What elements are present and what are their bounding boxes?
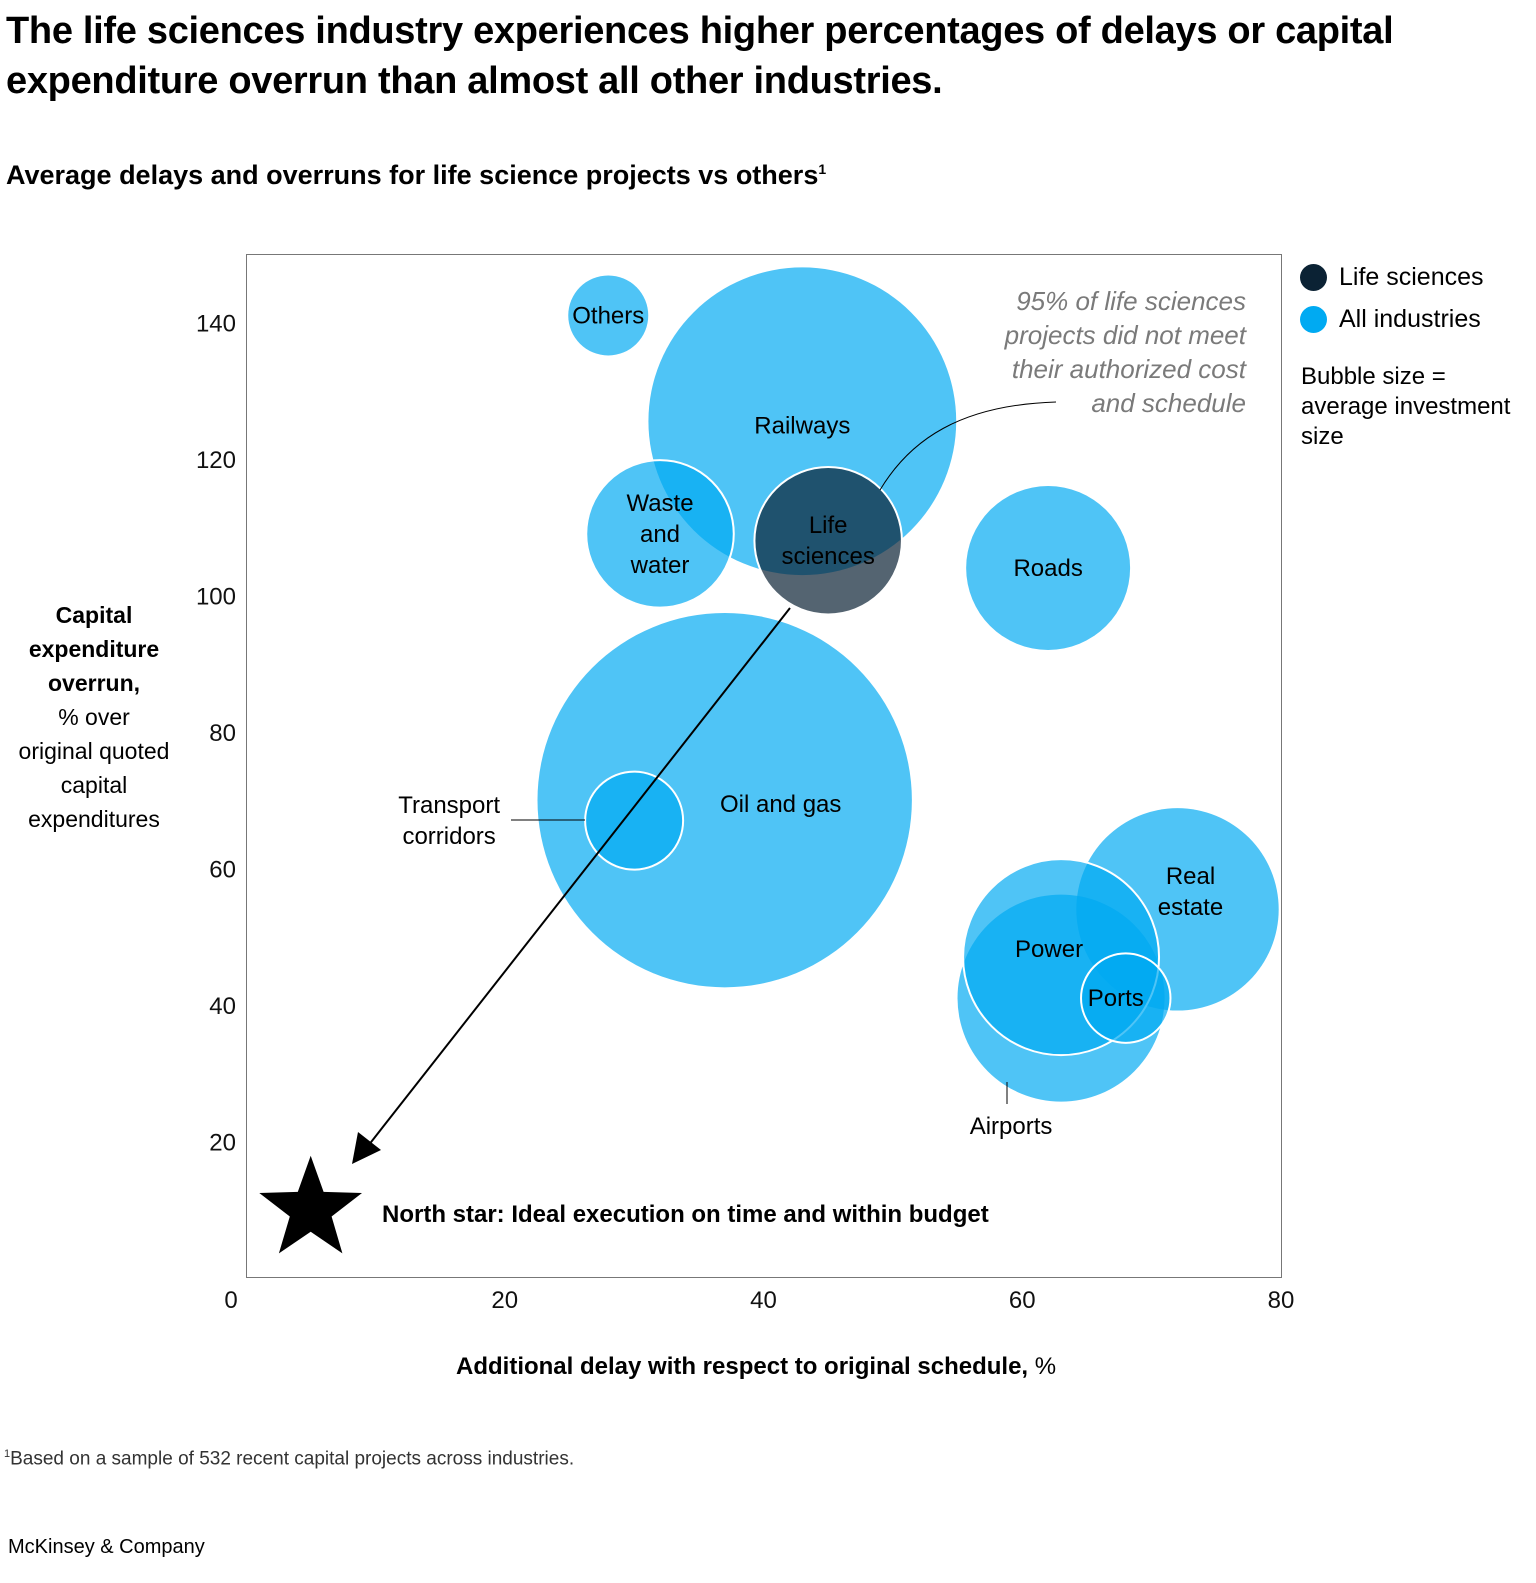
bubble-label-line: estate	[1158, 894, 1223, 921]
bubble-oil-and-gas	[537, 612, 912, 988]
bubble-ports	[1080, 952, 1172, 1044]
bubble-label-railways: Railways	[754, 412, 850, 439]
footnote: 1Based on a sample of 532 recent capital…	[4, 1448, 574, 1470]
annotation: 95% of life sciences projects did not me…	[1005, 284, 1246, 420]
annotation-line: and schedule	[1091, 388, 1246, 418]
legend-label: All industries	[1339, 304, 1481, 333]
page-title: The life sciences industry experiences h…	[6, 10, 1394, 102]
bubble-label-line: sciences	[782, 543, 875, 570]
y-axis-label: Capital expenditure overrun, % over origin…	[0, 598, 188, 836]
x-tick-label: 80	[1268, 1287, 1295, 1314]
footnote-marker: 1	[818, 161, 827, 177]
y-label-line: expenditures	[28, 806, 160, 832]
x-tick-label: 40	[750, 1287, 777, 1314]
x-axis-label: Additional delay with respect to origina…	[456, 1353, 1056, 1381]
bubble-label-line: Life	[809, 512, 848, 539]
y-tick-label: 140	[196, 310, 236, 337]
annotation-connector	[879, 401, 1057, 491]
bubble-label-line: Oil and gas	[720, 791, 841, 818]
bubble-label-life-sciences: Life sciences	[782, 512, 875, 570]
legend-item-life-sciences: Life sciences	[1300, 256, 1484, 298]
bubble-label-airports: Airports	[970, 1113, 1053, 1140]
bubble-label-real-estate: Real estate	[1158, 863, 1223, 921]
y-label-line: Capital	[55, 602, 133, 628]
bubble-label-line: Railways	[754, 412, 850, 439]
y-label-line: % over	[58, 704, 130, 730]
bubble-label-line: Power	[1015, 936, 1083, 963]
bubble-label-others: Others	[572, 302, 644, 329]
bubble-label-line: corridors	[402, 823, 495, 850]
x-label-bold: Additional delay with respect to origina…	[456, 1353, 1029, 1380]
y-tick-label: 120	[196, 447, 236, 474]
footnote-marker: 1	[4, 1448, 11, 1460]
x-tick-label: 0	[224, 1287, 237, 1314]
y-label-line: capital	[60, 772, 128, 798]
bubble-label-roads: Roads	[1013, 555, 1082, 582]
y-tick-label: 60	[209, 856, 236, 883]
bubble-label-line: Waste	[626, 490, 693, 517]
y-label-line: original quoted	[18, 738, 170, 764]
bubble-label-line: and	[640, 521, 680, 548]
y-tick-label: 80	[209, 720, 236, 747]
bubble-label-ports: Ports	[1088, 985, 1144, 1012]
bubble-label-power: Power	[1015, 936, 1083, 963]
north-star-icon	[259, 1155, 362, 1254]
x-tick-label: 20	[491, 1287, 518, 1314]
annotation-line: 95% of life sciences	[1016, 286, 1246, 316]
y-tick-label: 100	[196, 583, 236, 610]
annotation-line: their authorized cost	[1011, 354, 1246, 384]
bubble-label-line: water	[630, 552, 690, 579]
y-label-line: expenditure	[28, 636, 160, 662]
bubble-label-line: Transport	[398, 792, 500, 819]
subtitle-text: Average delays and overruns for life sci…	[6, 160, 819, 190]
bubble-label-transport-corridors: Transport corridors	[398, 792, 500, 850]
bubble-waste-and-water	[585, 459, 735, 609]
x-tick-label: 60	[1009, 1287, 1036, 1314]
bubble-label-line: Airports	[970, 1113, 1053, 1140]
y-label-line: overrun,	[47, 670, 141, 696]
y-tick-label: 20	[209, 1129, 236, 1156]
bubble-label-line: Roads	[1013, 555, 1082, 582]
bubble-roads	[966, 486, 1131, 651]
bubble-label-line: Ports	[1088, 985, 1144, 1012]
x-label-unit: %	[1028, 1353, 1057, 1380]
bubble-life-sciences	[753, 465, 903, 616]
plot-frame	[246, 254, 1282, 1278]
annotation-line: projects did not meet	[1004, 320, 1246, 350]
footnote-text: Based on a sample of 532 recent capital …	[10, 1448, 575, 1470]
north-star-label: North star: Ideal execution on time and …	[382, 1201, 989, 1228]
legend-swatch	[1300, 305, 1327, 333]
legend-item-all-industries: All industries	[1300, 298, 1484, 340]
arrow-head	[352, 1132, 381, 1164]
legend-swatch	[1300, 263, 1327, 291]
bubble-others	[568, 275, 649, 356]
y-tick-label: 40	[209, 993, 236, 1020]
brand-logo: McKinsey & Company	[8, 1536, 205, 1558]
trend-arrow-line	[367, 607, 791, 1147]
bubble-transport-corridors	[584, 770, 685, 871]
bubble-size-note: Bubble size = average investment size	[1301, 363, 1511, 450]
chart-subtitle: Average delays and overruns for life sci…	[6, 160, 826, 191]
bubble-label-oil-and-gas: Oil and gas	[720, 791, 841, 818]
legend-label: Life sciences	[1339, 262, 1484, 291]
bubble-label-waste-and-water: Waste and water	[626, 490, 693, 579]
legend: Life sciences All industries	[1300, 256, 1484, 340]
bubble-label-line: Real	[1166, 863, 1215, 890]
bubble-label-line: Others	[572, 302, 644, 329]
